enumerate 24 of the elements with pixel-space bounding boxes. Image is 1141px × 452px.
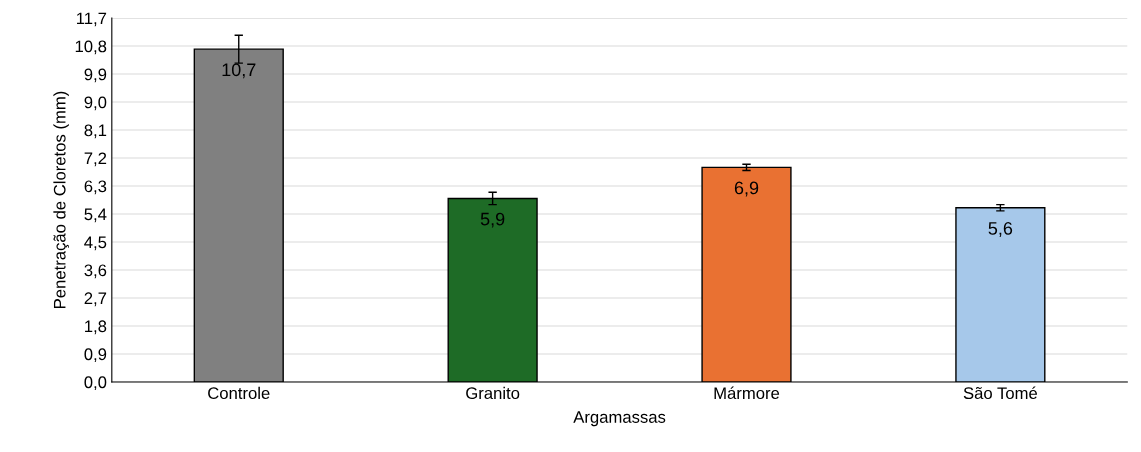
y-tick-label: 3,6 — [84, 264, 107, 279]
y-tick-label: 8,1 — [84, 124, 107, 139]
y-tick-label: 5,4 — [84, 208, 107, 223]
y-tick-label: 9,9 — [84, 68, 107, 83]
y-tick-label: 4,5 — [84, 236, 107, 251]
x-axis-title: Argamassas — [573, 411, 666, 427]
x-tick-label: São Tomé — [963, 386, 1037, 400]
y-tick-label: 0,0 — [84, 376, 107, 391]
x-tick-label: Mármore — [714, 386, 780, 400]
y-tick-label: 1,8 — [85, 320, 107, 335]
data-label: 10,7 — [222, 63, 256, 79]
x-tick-label: Granito — [466, 386, 520, 400]
data-label: 6,9 — [734, 181, 759, 197]
y-tick-label: 0,9 — [84, 348, 107, 363]
y-tick-label: 10,8 — [75, 40, 107, 55]
y-tick-label: 7,2 — [84, 152, 107, 167]
y-tick-label: 2,7 — [84, 292, 107, 307]
y-tick-label: 9,0 — [84, 96, 107, 111]
data-label: 5,6 — [988, 221, 1013, 237]
y-tick-label: 11,7 — [77, 12, 107, 27]
y-tick-label: 6,3 — [84, 180, 107, 195]
y-axis-title: Penetração de Cloretos (mm) — [53, 91, 69, 308]
data-label: 5,9 — [480, 212, 505, 228]
x-tick-label: Controle — [208, 386, 270, 400]
